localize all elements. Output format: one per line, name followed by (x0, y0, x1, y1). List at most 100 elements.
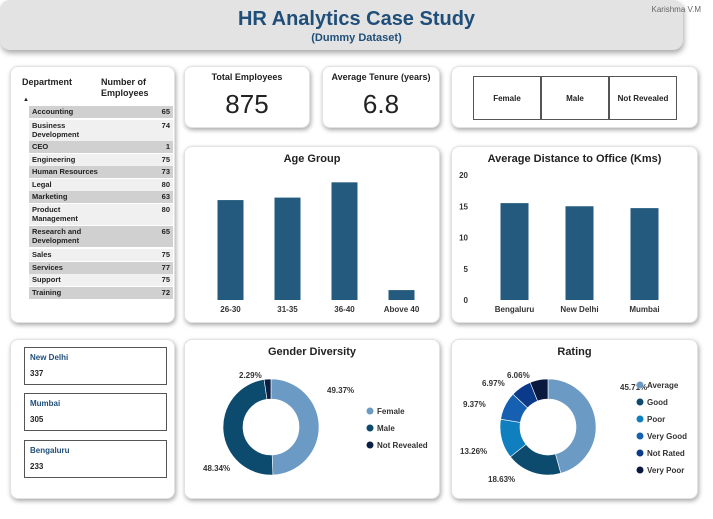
age-tick-label: 36-40 (334, 305, 355, 314)
total-employees-label: Total Employees (211, 72, 283, 82)
department-name: Sales (32, 250, 52, 259)
legend-entry[interactable]: Poor (647, 415, 665, 424)
legend-entry[interactable]: Good (647, 398, 668, 407)
table-row[interactable]: Engineering 75 (29, 154, 173, 166)
city-name: Mumbai (30, 399, 61, 408)
legend-entry[interactable]: Male (377, 424, 395, 433)
distance-plot: 0 5 10 15 20 Bengaluru New Delhi Mumbai (459, 171, 660, 314)
distance-y-tick: 15 (459, 202, 468, 211)
distance-bar[interactable] (565, 206, 594, 300)
distance-bar[interactable] (630, 208, 659, 300)
distance-y-tick: 10 (459, 234, 468, 243)
legend-entry[interactable]: Very Poor (647, 466, 684, 475)
employee-count-column-header[interactable]: Number of Employees (101, 77, 149, 98)
rating-plot: 45.71% 18.63% 13.26% 9.37% 6.97%6.06% Average… (460, 371, 687, 484)
legend-entry[interactable]: Female (377, 407, 405, 416)
distance-to-office-chart: Average Distance to Office (Kms) 0 5 10 15 2… (451, 146, 698, 323)
filter-female-button[interactable]: Female (473, 76, 541, 120)
department-name: Training (32, 288, 62, 297)
department-name: Business Development (32, 121, 80, 139)
average-tenure-card: Average Tenure (years) 6.8 (322, 66, 440, 128)
donut-slice[interactable] (529, 378, 549, 402)
gender-diversity-chart: Gender Diversity 49.37% 48.34% 2.29% Female… (184, 339, 440, 499)
employee-count: 80 (161, 180, 170, 189)
legend-marker-icon (366, 441, 374, 449)
age-tick-label: Above 40 (384, 305, 420, 314)
table-row[interactable]: Human Resources 73 (29, 166, 173, 178)
average-tenure-label: Average Tenure (years) (331, 72, 431, 82)
employee-count: 80 (161, 205, 170, 214)
donut-slice[interactable] (263, 378, 272, 400)
employee-count: 65 (161, 227, 170, 236)
legend-marker-icon (636, 449, 644, 457)
legend-marker-icon (636, 415, 644, 423)
age-group-chart-title: Age Group (283, 153, 341, 165)
city-card-new-delhi[interactable]: New Delhi 337 (24, 347, 167, 385)
city-count: 305 (30, 415, 44, 424)
table-row[interactable]: Research and Development 65 (29, 226, 173, 247)
city-name: New Delhi (30, 353, 69, 362)
table-row[interactable]: Sales 75 (29, 249, 173, 261)
total-employees-card: Total Employees 875 (184, 66, 310, 128)
legend-entry[interactable]: Very Good (647, 432, 687, 441)
department-table: Department Number of Employees ▲ Account… (10, 66, 175, 323)
employee-count: 72 (161, 288, 170, 297)
department-name: CEO (32, 142, 49, 151)
employee-count: 73 (161, 167, 170, 176)
distance-y-tick: 0 (464, 296, 469, 305)
age-bar[interactable] (274, 197, 301, 300)
filter-male-button[interactable]: Male (541, 76, 609, 120)
city-card-mumbai[interactable]: Mumbai 305 (24, 393, 167, 431)
department-name: Legal (32, 180, 52, 189)
distance-bar[interactable] (500, 203, 529, 300)
employee-count: 63 (161, 192, 170, 201)
table-row[interactable]: Support 75 (29, 274, 173, 286)
dashboard-title: HR Analytics Case Study (237, 8, 476, 30)
dashboard-header: HR Analytics Case Study (Dummy Dataset) … (0, 0, 701, 50)
gender-filter-panel: Female Male Not Revealed (451, 66, 698, 128)
distance-y-tick: 5 (464, 265, 469, 274)
age-group-plot: 26-30 31-35 36-40 Above 40 (217, 182, 420, 314)
donut-slice[interactable] (270, 378, 320, 476)
employee-count: 65 (161, 107, 170, 116)
department-name: Support (32, 275, 61, 284)
age-bar[interactable] (331, 182, 358, 300)
table-row[interactable]: Legal 80 (29, 179, 173, 191)
table-row[interactable]: Accounting 65 (29, 106, 173, 118)
table-row[interactable]: CEO 1 (29, 141, 173, 153)
legend-marker-icon (636, 432, 644, 440)
table-row[interactable]: Product Management 80 (29, 204, 173, 225)
table-row[interactable]: Services 77 (29, 262, 173, 274)
legend-entry[interactable]: Not Revealed (377, 441, 428, 450)
employee-count: 75 (161, 155, 170, 164)
sort-ascending-icon[interactable]: ▲ (23, 97, 29, 103)
dashboard-subtitle: (Dummy Dataset) (311, 32, 402, 44)
author-label: Karishma V.M (651, 5, 702, 14)
slice-data-label: 49.37% (327, 386, 354, 395)
city-card-bengaluru[interactable]: Bengaluru 233 (24, 440, 167, 478)
age-group-chart: Age Group 26-30 31-35 36-40 Above 40 (184, 146, 440, 323)
average-tenure-value: 6.8 (362, 89, 400, 119)
table-row[interactable]: Training 72 (29, 287, 173, 299)
legend-entry[interactable]: Not Rated (647, 449, 685, 458)
legend-marker-icon (636, 381, 644, 389)
distance-tick-label: Bengaluru (495, 305, 535, 314)
legend-marker-icon (366, 424, 374, 432)
slice-data-label: 13.26% (460, 447, 487, 456)
table-row[interactable]: Business Development 74 (29, 120, 173, 141)
department-name: Accounting (32, 107, 74, 116)
filter-not-revealed-button[interactable]: Not Revealed (609, 76, 677, 120)
donut-slice[interactable] (222, 379, 274, 476)
distance-chart-title: Average Distance to Office (Kms) (487, 153, 662, 165)
city-count: 233 (30, 462, 44, 471)
legend-entry[interactable]: Average (647, 381, 679, 390)
age-tick-label: 31-35 (277, 305, 298, 314)
department-column-header[interactable]: Department (22, 77, 73, 87)
age-tick-label: 26-30 (220, 305, 241, 314)
age-bar[interactable] (217, 200, 244, 300)
donut-slice[interactable] (547, 378, 597, 474)
employee-count: 74 (161, 121, 170, 130)
table-row[interactable]: Marketing 63 (29, 191, 173, 203)
age-bar[interactable] (388, 290, 415, 300)
gender-diversity-chart-title: Gender Diversity (267, 346, 357, 358)
